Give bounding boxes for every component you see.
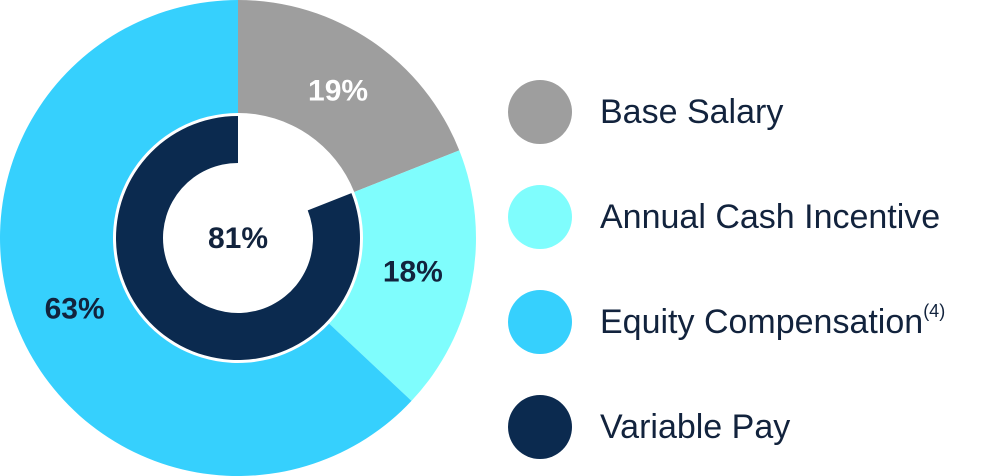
legend-label: Annual Cash Incentive: [600, 198, 940, 236]
donut-segment: [329, 150, 477, 401]
legend-label: Base Salary: [600, 93, 783, 131]
legend-swatch: [508, 395, 572, 459]
legend-swatch: [508, 290, 572, 354]
legend-swatch: [508, 185, 572, 249]
donut-segment: [238, 0, 460, 192]
legend-label: Equity Compensation(4): [600, 301, 945, 341]
value-label: 63%: [45, 293, 105, 326]
donut-segment: [115, 116, 361, 360]
donut-segment: [0, 0, 412, 476]
legend-superscript: (4): [923, 301, 945, 321]
value-label: 19%: [308, 75, 368, 108]
legend-swatch: [508, 80, 572, 144]
legend-text: Annual Cash Incentive: [600, 198, 940, 236]
value-label: 18%: [383, 255, 443, 288]
legend-text: Base Salary: [600, 93, 783, 131]
legend-label: Variable Pay: [600, 408, 790, 446]
legend-text: Equity Compensation: [600, 303, 923, 341]
value-label: 81%: [208, 222, 268, 255]
legend-text: Variable Pay: [600, 408, 790, 446]
